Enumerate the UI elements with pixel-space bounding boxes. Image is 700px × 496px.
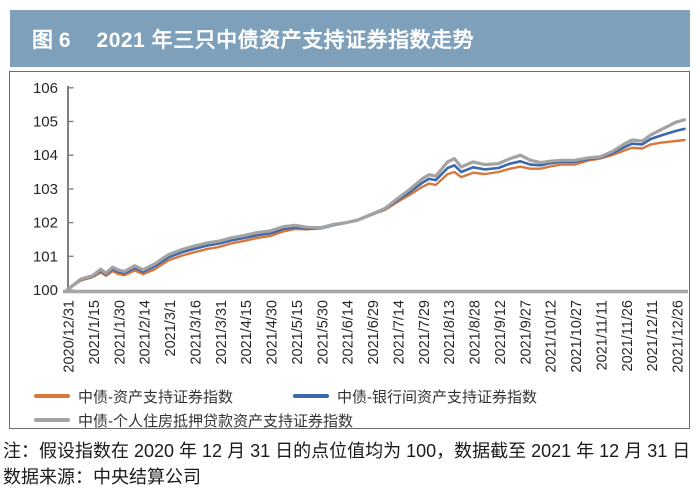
svg-text:2021/8/13: 2021/8/13 xyxy=(442,300,458,365)
svg-text:2021/4/15: 2021/4/15 xyxy=(239,300,255,365)
svg-text:2021/10/12: 2021/10/12 xyxy=(544,300,560,373)
svg-text:2021/3/16: 2021/3/16 xyxy=(188,300,204,365)
legend-item-rmbs-index: 中债-个人住房抵押贷款资产支持证券指数 xyxy=(34,408,353,432)
svg-text:2021/6/14: 2021/6/14 xyxy=(341,300,357,365)
svg-text:2021/1/30: 2021/1/30 xyxy=(112,300,128,365)
legend-swatch-blue xyxy=(293,394,329,398)
chart-panel: 100 101 102 103 104 105 106 2020/12/31 2021/1/15… xyxy=(9,71,690,432)
svg-text:2021/10/27: 2021/10/27 xyxy=(569,300,585,373)
svg-text:2021/5/15: 2021/5/15 xyxy=(290,300,306,365)
svg-text:2021/9/27: 2021/9/27 xyxy=(518,300,534,365)
svg-text:101: 101 xyxy=(33,248,58,265)
figure-number-label: 图 6 xyxy=(32,28,71,52)
svg-text:102: 102 xyxy=(33,215,58,232)
legend-label-rmbs-index: 中债-个人住房抵押贷款资产支持证券指数 xyxy=(78,412,353,430)
svg-text:2020/12/31: 2020/12/31 xyxy=(62,300,78,373)
svg-text:2021/1/15: 2021/1/15 xyxy=(87,300,103,365)
svg-text:103: 103 xyxy=(33,181,58,198)
svg-text:2021/4/30: 2021/4/30 xyxy=(265,300,281,365)
figure-notes: 注：假设指数在 2020 年 12 月 31 日的点位值均为 100，数据截至 … xyxy=(3,438,697,490)
svg-text:2021/11/11: 2021/11/11 xyxy=(594,300,610,370)
legend-row-1: 中债-资产支持证券指数 中债-银行间资产支持证券指数 xyxy=(10,384,689,408)
svg-text:2021/7/29: 2021/7/29 xyxy=(417,300,433,365)
svg-text:104: 104 xyxy=(33,147,58,164)
legend-label-interbank-abs-index: 中债-银行间资产支持证券指数 xyxy=(337,388,537,406)
note-line-2: 数据来源：中央结算公司 xyxy=(3,467,201,487)
legend-item-abs-index: 中债-资产支持证券指数 xyxy=(34,384,233,408)
legend-label-abs-index: 中债-资产支持证券指数 xyxy=(78,388,233,406)
legend-swatch-orange xyxy=(34,394,70,398)
svg-text:2021/3/1: 2021/3/1 xyxy=(163,300,179,356)
svg-text:2021/7/14: 2021/7/14 xyxy=(391,300,407,365)
legend-swatch-gray xyxy=(34,418,70,422)
svg-text:2021/8/28: 2021/8/28 xyxy=(468,300,484,365)
svg-text:2021/2/14: 2021/2/14 xyxy=(138,300,154,365)
svg-text:2021/5/30: 2021/5/30 xyxy=(315,300,331,365)
svg-text:2021/9/12: 2021/9/12 xyxy=(493,300,509,365)
svg-text:100: 100 xyxy=(33,282,58,299)
svg-text:106: 106 xyxy=(33,80,58,97)
svg-text:2021/6/29: 2021/6/29 xyxy=(366,300,382,365)
figure-title: 2021 年三只中债资产支持证券指数走势 xyxy=(96,28,475,52)
note-line-1: 注：假设指数在 2020 年 12 月 31 日的点位值均为 100，数据截至 … xyxy=(3,441,691,461)
chart-legend: 中债-资产支持证券指数 中债-银行间资产支持证券指数 中债-个人住房抵押贷款资产… xyxy=(10,384,689,432)
svg-text:2021/11/26: 2021/11/26 xyxy=(620,300,636,372)
svg-text:2021/12/26: 2021/12/26 xyxy=(671,300,687,373)
svg-text:105: 105 xyxy=(33,114,58,131)
figure-title-bar: 图 6 2021 年三只中债资产支持证券指数走势 xyxy=(10,10,690,67)
svg-text:2021/3/31: 2021/3/31 xyxy=(214,300,230,365)
line-chart: 100 101 102 103 104 105 106 2020/12/31 2021/1/15… xyxy=(33,80,688,373)
svg-text:2021/12/11: 2021/12/11 xyxy=(645,300,661,372)
legend-row-2: 中债-个人住房抵押贷款资产支持证券指数 xyxy=(10,408,689,432)
legend-item-interbank-abs-index: 中债-银行间资产支持证券指数 xyxy=(293,384,537,408)
